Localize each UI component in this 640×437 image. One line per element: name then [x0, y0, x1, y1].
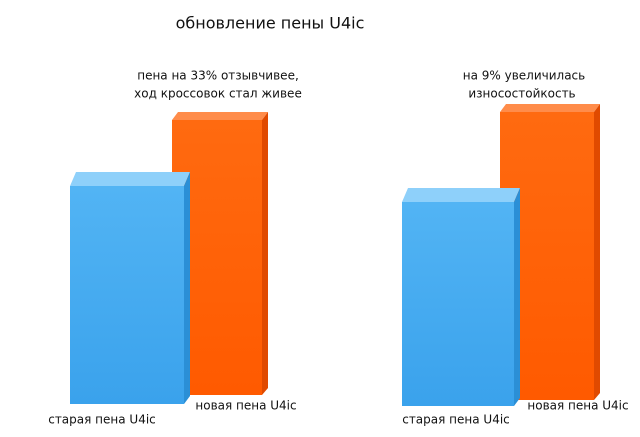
blue-block-top: [402, 188, 520, 202]
note-line: пена на 33% отзывчивее,: [137, 69, 299, 83]
left-panel: пена на 33% отзывчивее, ход кроссовок ст…: [48, 69, 302, 427]
blue-block-side: [514, 188, 520, 406]
blue-block-side: [184, 172, 190, 404]
note-line: ход кроссовок стал живее: [134, 87, 302, 101]
orange-block-top: [172, 112, 268, 120]
blue-block-front: [402, 202, 514, 406]
orange-block-top: [500, 104, 600, 112]
old-label: старая пена U4ic: [48, 413, 156, 427]
note-line: износостойкость: [468, 87, 575, 101]
title: обновление пены U4ic: [176, 14, 365, 33]
right-panel: на 9% увеличилась износостойкость старая…: [402, 69, 629, 427]
old-label: старая пена U4ic: [402, 413, 510, 427]
note-line: на 9% увеличилась: [463, 69, 585, 83]
new-label: новая пена U4ic: [195, 399, 296, 413]
new-label: новая пена U4ic: [527, 399, 628, 413]
orange-block-side: [594, 104, 600, 400]
orange-block-side: [262, 112, 268, 395]
blue-block-front: [70, 186, 184, 404]
blue-block-top: [70, 172, 190, 186]
